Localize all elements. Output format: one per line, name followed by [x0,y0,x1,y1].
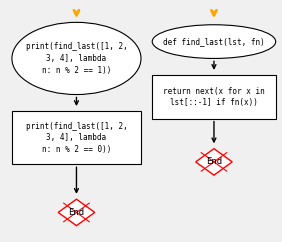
Text: print(find_last([1, 2,
3, 4], lambda
n: n % 2 == 1)): print(find_last([1, 2, 3, 4], lambda n: … [26,42,127,75]
Ellipse shape [12,22,141,95]
Text: End: End [206,157,222,166]
Ellipse shape [152,25,276,58]
Text: def find_last(lst, fn): def find_last(lst, fn) [163,37,265,46]
Text: End: End [69,208,85,217]
Text: return next(x for x in
lst[::-1] if fn(x)): return next(x for x in lst[::-1] if fn(x… [163,87,265,107]
Bar [12,111,141,164]
Bar [152,75,276,119]
Polygon shape [196,149,232,175]
Text: print(find_last([1, 2,
3, 4], lambda
n: n % 2 == 0)): print(find_last([1, 2, 3, 4], lambda n: … [26,121,127,154]
Polygon shape [58,199,95,226]
